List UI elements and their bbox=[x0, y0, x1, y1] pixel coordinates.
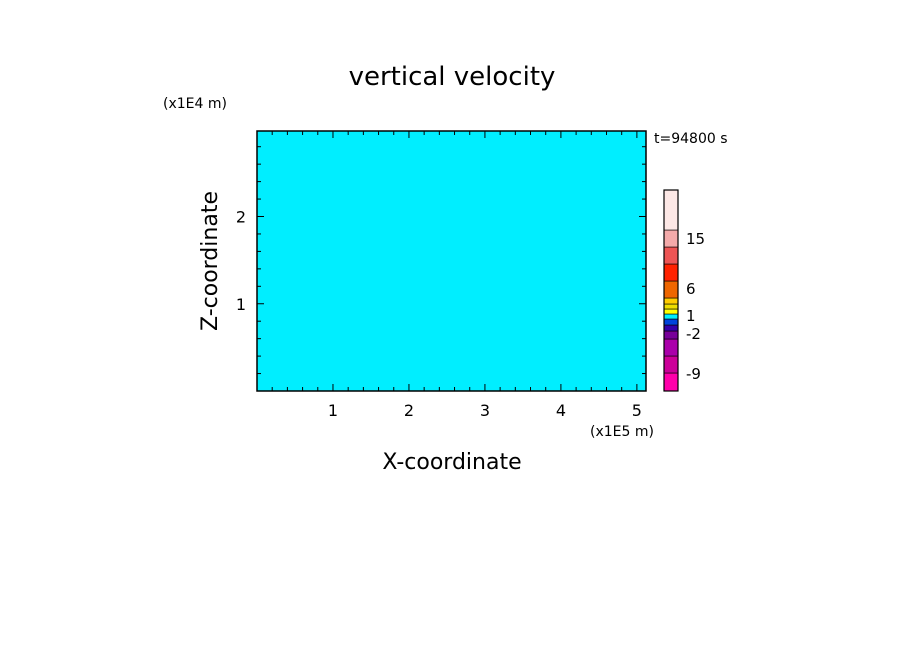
colorbar-swatch bbox=[663, 372, 679, 392]
colorbar-swatch bbox=[663, 280, 679, 299]
x-tick-label: 1 bbox=[328, 401, 338, 420]
colorbar-label: -9 bbox=[686, 365, 701, 383]
colorbar-swatch bbox=[663, 189, 679, 231]
colorbar-swatch bbox=[663, 297, 679, 305]
colorbar-swatch bbox=[663, 338, 679, 357]
y-tick-label: 2 bbox=[236, 208, 246, 227]
colorbar-label: 1 bbox=[686, 307, 696, 325]
y-axis: 12 bbox=[236, 146, 646, 375]
colorbar-swatch bbox=[663, 303, 679, 310]
y-tick-label: 1 bbox=[236, 295, 246, 314]
colorbar-swatch bbox=[663, 355, 679, 374]
positive-plumes bbox=[257, 250, 646, 391]
colorbar-swatch bbox=[663, 308, 679, 315]
x-tick-label: 3 bbox=[480, 401, 490, 420]
colorbar-swatch bbox=[663, 229, 679, 248]
x-tick-label: 4 bbox=[556, 401, 566, 420]
colorbar-swatch bbox=[663, 318, 679, 326]
colorbar-frame bbox=[663, 189, 679, 392]
colorbar: -9 -21 6 15 bbox=[663, 189, 705, 392]
colorbar-label: 6 bbox=[686, 280, 696, 298]
colorbar-swatch bbox=[663, 263, 679, 282]
colorbar-swatch bbox=[663, 330, 679, 340]
chart-title: vertical velocity bbox=[349, 62, 556, 92]
x-tick-label: 5 bbox=[632, 401, 642, 420]
x-unit-label: (x1E5 m) bbox=[590, 424, 654, 440]
colorbar-swatch bbox=[663, 324, 679, 332]
x-axis-label: X-coordinate bbox=[382, 450, 521, 475]
y-axis-label: Z-coordinate bbox=[198, 191, 223, 331]
colorbar-label: 15 bbox=[686, 230, 705, 248]
y-unit-label: (x1E4 m) bbox=[163, 96, 227, 112]
colorbar-swatch bbox=[663, 246, 679, 265]
time-label: t=94800 s bbox=[654, 131, 728, 147]
x-axis: 1 2 3 4 5 bbox=[271, 131, 642, 420]
contour-field bbox=[257, 131, 646, 391]
plot-frame bbox=[256, 130, 647, 392]
colorbar-label: -2 bbox=[686, 325, 701, 343]
colorbar-swatch bbox=[663, 313, 679, 320]
x-tick-label: 2 bbox=[404, 401, 414, 420]
